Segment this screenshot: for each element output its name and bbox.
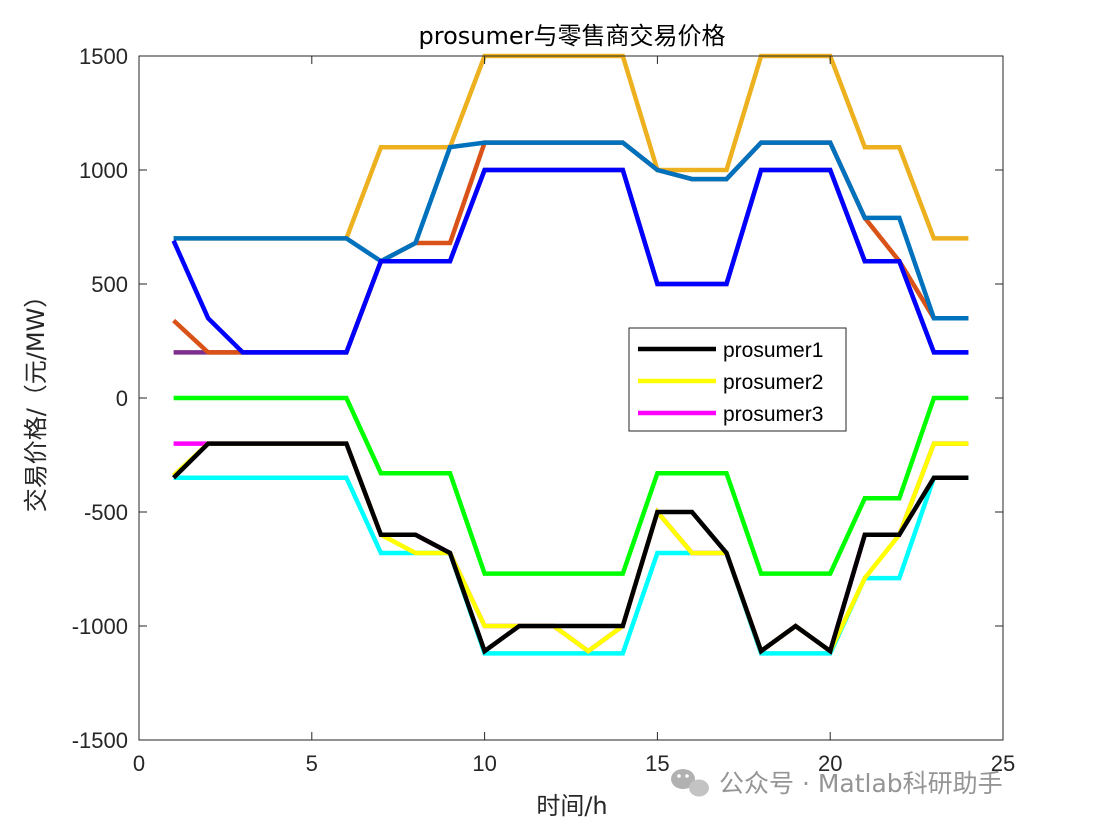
y-ticks: 1500 1000 500 0 -500 -1000 -1500 <box>72 44 1003 753</box>
x-tick-label: 20 <box>818 751 842 776</box>
chart-title: prosumer与零售商交易价格 <box>419 22 726 50</box>
y-tick-label: 0 <box>116 386 128 411</box>
series-line-9 <box>173 53 969 241</box>
watermark-text: 公众号 · Matlab科研助手 <box>719 769 1003 798</box>
series-line-6 <box>171 167 969 355</box>
series-line-7 <box>173 140 969 321</box>
y-tick-label: 1500 <box>79 44 128 69</box>
legend-label: prosumer3 <box>723 403 823 426</box>
wechat-icon <box>671 769 709 797</box>
y-tick-label: -1500 <box>72 728 128 753</box>
x-tick-label: 5 <box>306 751 318 776</box>
y-tick-label: -1000 <box>72 614 128 639</box>
series-line-5 <box>173 395 969 576</box>
y-tick-label: -500 <box>84 500 128 525</box>
x-tick-label: 25 <box>991 751 1015 776</box>
legend-label: prosumer1 <box>723 339 823 362</box>
series-line-1 <box>172 441 969 655</box>
series-line-8 <box>172 140 969 355</box>
y-tick-label: 500 <box>91 272 128 297</box>
series-layer <box>171 53 969 656</box>
legend: prosumer1 prosumer2 prosumer3 <box>628 327 847 432</box>
x-ticks: 0 5 10 15 20 25 <box>133 56 1015 776</box>
x-tick-label: 10 <box>472 751 496 776</box>
series-line-10 <box>173 167 969 355</box>
x-tick-label: 15 <box>645 751 669 776</box>
legend-label: prosumer2 <box>723 371 823 394</box>
series-line-2 <box>172 441 969 655</box>
x-axis-label: 时间/h <box>536 792 607 820</box>
y-axis-label: 交易价格/（元/MW） <box>22 284 50 513</box>
watermark: 公众号 · Matlab科研助手 <box>671 769 1003 798</box>
series-line-3 <box>173 441 969 655</box>
x-tick-label: 0 <box>133 751 145 776</box>
y-tick-label: 1000 <box>79 158 128 183</box>
